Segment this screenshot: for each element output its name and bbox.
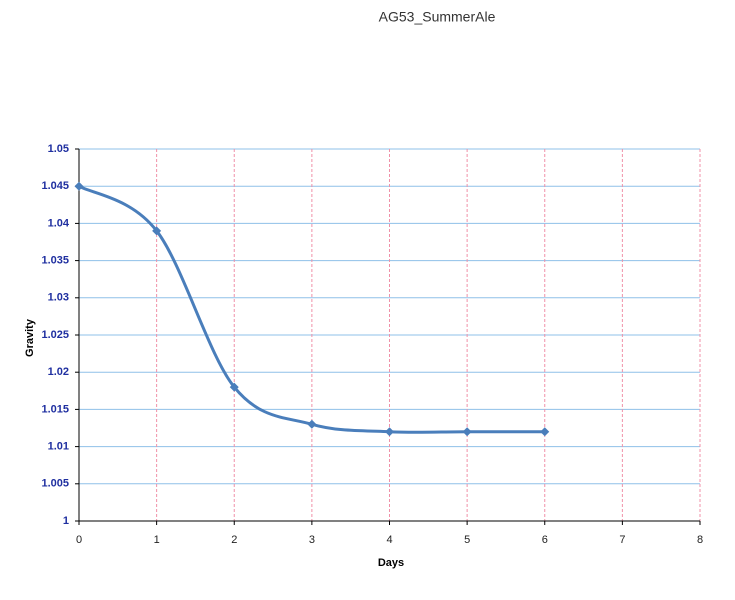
marker bbox=[74, 181, 84, 191]
marker bbox=[229, 382, 239, 392]
y-tick-label: 1.01 bbox=[48, 441, 69, 453]
y-tick-label: 1.025 bbox=[41, 329, 69, 341]
x-tick-label: 7 bbox=[619, 534, 625, 546]
y-tick-label: 1.02 bbox=[48, 366, 69, 378]
y-tick-label: 1.04 bbox=[48, 217, 70, 229]
marker bbox=[540, 427, 550, 437]
y-tick-label: 1.05 bbox=[48, 143, 69, 155]
x-axis-label: Days bbox=[378, 557, 404, 569]
y-tick-label: 1 bbox=[63, 515, 69, 527]
marker bbox=[307, 419, 317, 429]
y-tick-label: 1.03 bbox=[48, 292, 69, 304]
x-tick-label: 8 bbox=[697, 534, 703, 546]
y-tick-label: 1.015 bbox=[41, 403, 69, 415]
marker bbox=[385, 427, 394, 437]
y-tick-label: 1.035 bbox=[41, 255, 69, 267]
y-axis-label: Gravity bbox=[24, 318, 36, 357]
y-tick-label: 1.005 bbox=[41, 478, 69, 490]
x-tick-label: 1 bbox=[154, 534, 160, 546]
x-tick-label: 5 bbox=[464, 534, 470, 546]
x-tick-label: 2 bbox=[231, 534, 237, 546]
chart-title: AG53_SummerAle bbox=[379, 9, 496, 25]
x-tick-label: 3 bbox=[309, 534, 315, 546]
y-tick-label: 1.045 bbox=[41, 180, 69, 192]
x-tick-label: 0 bbox=[76, 534, 82, 546]
x-tick-label: 4 bbox=[386, 534, 392, 546]
x-tick-label: 6 bbox=[542, 534, 548, 546]
marker bbox=[152, 226, 162, 236]
marker bbox=[462, 427, 472, 437]
